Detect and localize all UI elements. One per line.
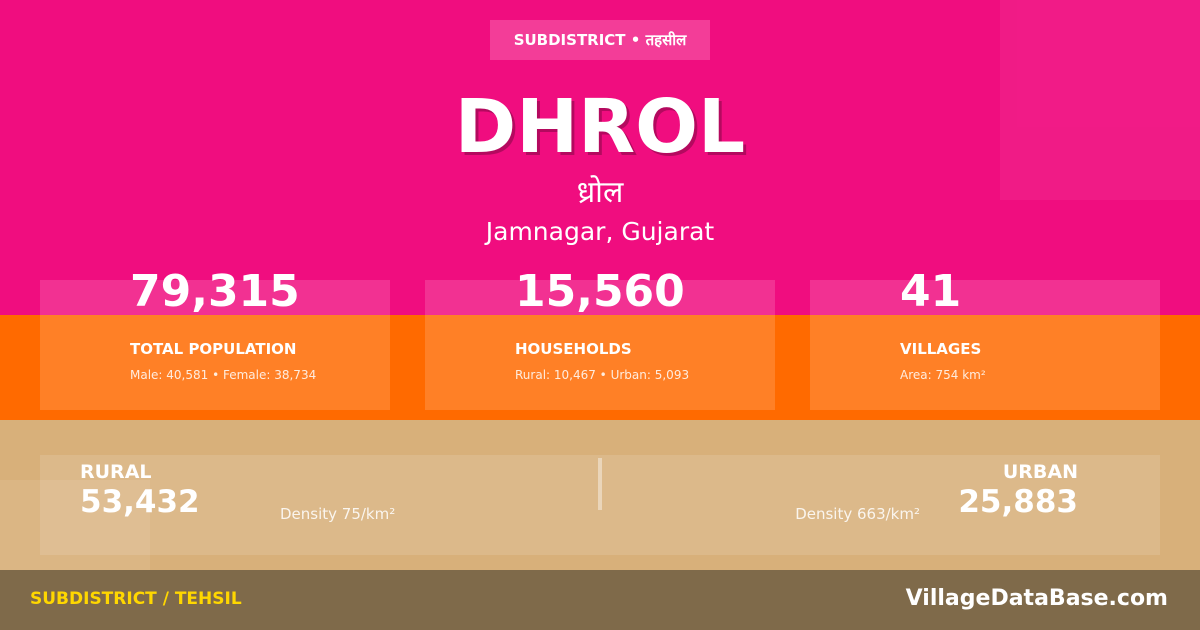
stat-detail: Male: 40,581 • Female: 38,734 bbox=[130, 368, 317, 382]
title-native: ध्रोल bbox=[576, 175, 624, 210]
rural-value: 53,432 bbox=[80, 484, 200, 520]
rural-density: Density 75/km² bbox=[280, 505, 396, 523]
footer-band bbox=[0, 570, 1200, 630]
stat-value: 15,560 bbox=[515, 266, 685, 317]
divider bbox=[598, 458, 602, 510]
urban-label: URBAN bbox=[1002, 461, 1078, 483]
stat-detail: Rural: 10,467 • Urban: 5,093 bbox=[515, 368, 690, 382]
stat-value: 79,315 bbox=[130, 266, 300, 317]
footer-category: SUBDISTRICT / TEHSIL bbox=[30, 589, 242, 609]
urban-density: Density 663/km² bbox=[795, 505, 920, 523]
urban-value: 25,883 bbox=[958, 484, 1078, 520]
location: Jamnagar, Gujarat bbox=[485, 217, 715, 246]
stats-band bbox=[0, 315, 1200, 420]
badge: SUBDISTRICT • तहसील bbox=[490, 20, 710, 60]
footer-site: VillageDataBase.com bbox=[905, 586, 1168, 611]
stat-label: VILLAGES bbox=[900, 340, 982, 358]
stat-value: 41 bbox=[900, 266, 962, 317]
split-band bbox=[0, 420, 1200, 570]
header-band bbox=[0, 0, 1200, 315]
stat-card: 79,315 TOTAL POPULATION Male: 40,581 • F… bbox=[40, 270, 390, 410]
rural-label: RURAL bbox=[80, 461, 152, 483]
decor bbox=[1000, 0, 1200, 200]
stat-card: 15,560 HOUSEHOLDS Rural: 10,467 • Urban:… bbox=[425, 270, 775, 410]
split-panel bbox=[40, 455, 1160, 555]
stat-card: 41 VILLAGES Area: 754 km² bbox=[810, 270, 1160, 410]
stat-label: HOUSEHOLDS bbox=[515, 340, 632, 358]
title: DHROL bbox=[454, 84, 746, 170]
stat-label: TOTAL POPULATION bbox=[130, 340, 297, 358]
stat-detail: Area: 754 km² bbox=[900, 368, 986, 382]
